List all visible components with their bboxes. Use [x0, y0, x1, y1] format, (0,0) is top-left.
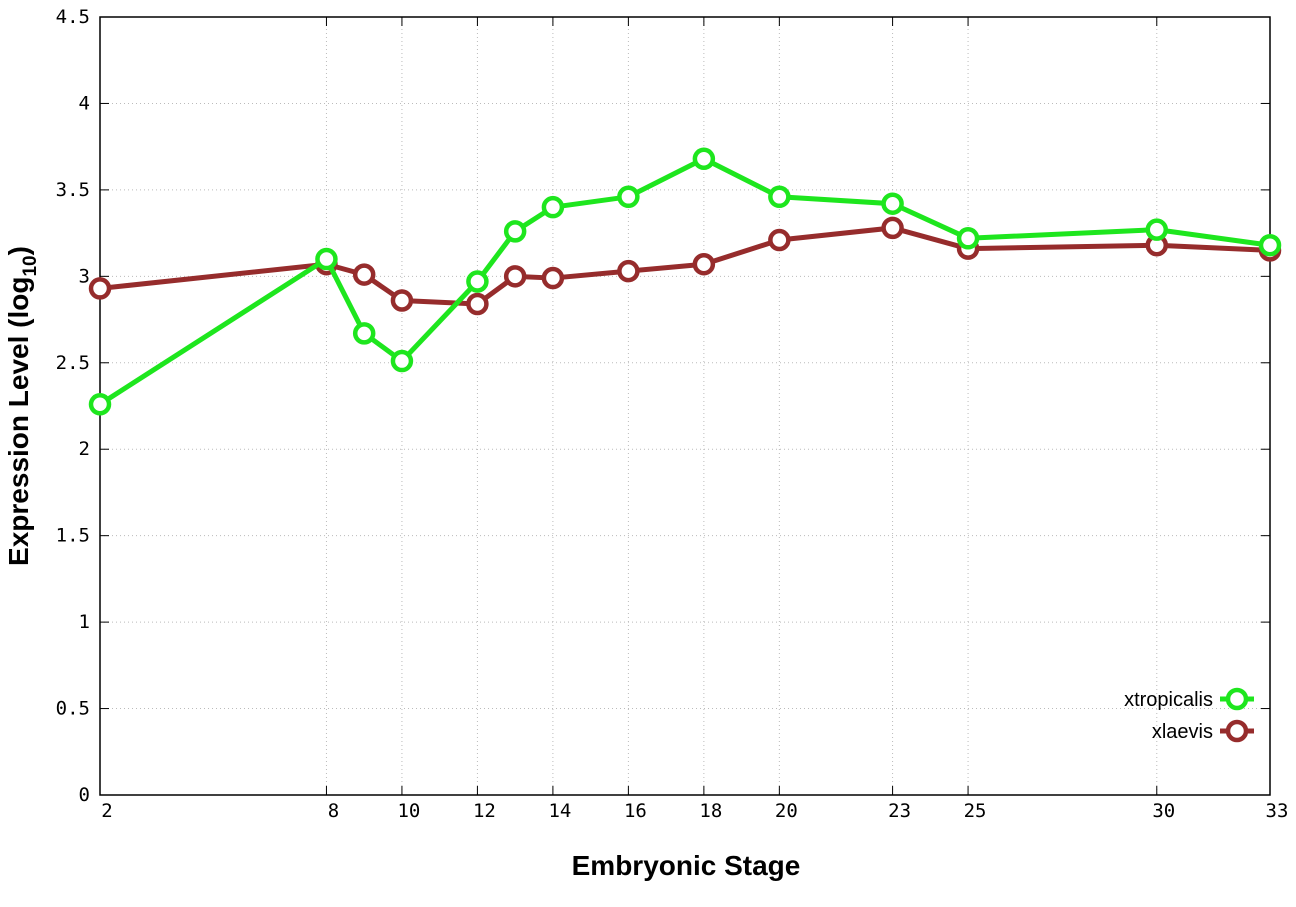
data-point-xlaevis — [503, 265, 527, 288]
data-point-xtropicalis — [503, 220, 527, 243]
x-tick-label: 16 — [624, 800, 647, 822]
y-axis-title-subscript: 10 — [20, 255, 41, 276]
x-axis-title: Embryonic Stage — [572, 850, 801, 881]
axis-ticks: 2 8 10 12 14 16 18 20 23 25 30 33 0 0.5 1 1.5 2 2.5 3 3.5 4 4… — [56, 6, 1289, 822]
data-point-xtropicalis — [881, 192, 904, 215]
grid — [100, 17, 1270, 795]
data-point-xtropicalis — [315, 247, 338, 271]
data-point-xlaevis — [352, 263, 376, 286]
data-point-xtropicalis — [541, 195, 565, 219]
x-tick-label: 23 — [888, 800, 911, 822]
data-point-xtropicalis — [768, 185, 791, 209]
data-point-xtropicalis — [88, 393, 112, 416]
y-axis-title: Expression Level (log10) — [3, 246, 41, 566]
data-point-xlaevis — [692, 252, 716, 276]
data-point-xtropicalis — [1258, 233, 1282, 257]
x-tick-label: 14 — [548, 800, 571, 822]
data-point-xtropicalis — [1145, 218, 1169, 241]
x-tick-label: 33 — [1266, 800, 1289, 822]
data-point-xlaevis — [768, 228, 791, 252]
series-layer — [88, 147, 1282, 416]
y-tick-label: 3.5 — [56, 179, 90, 201]
y-tick-label: 0 — [79, 784, 90, 806]
x-tick-label: 2 — [101, 800, 112, 822]
series-xtropicalis — [88, 147, 1282, 416]
data-point-xtropicalis — [956, 227, 980, 250]
plot-frame — [99, 16, 1271, 796]
y-tick-label: 0.5 — [56, 698, 90, 720]
x-tick-label: 30 — [1152, 800, 1175, 822]
y-tick-label: 2 — [79, 438, 90, 460]
y-tick-label: 4.5 — [56, 6, 90, 28]
data-point-xtropicalis — [352, 322, 376, 345]
data-point-xtropicalis — [617, 185, 640, 209]
x-tick-label: 25 — [964, 800, 987, 822]
data-point-xlaevis — [617, 259, 640, 283]
x-tick-label: 12 — [473, 800, 496, 822]
data-point-xlaevis — [881, 216, 904, 240]
data-point-xlaevis — [466, 292, 489, 316]
data-point-xlaevis — [390, 289, 414, 312]
legend-label-xtropicalis: xtropicalis — [1124, 689, 1213, 711]
y-tick-label: 3 — [79, 265, 90, 287]
legend-label-xlaevis: xlaevis — [1152, 721, 1213, 743]
data-point-xlaevis — [88, 277, 112, 300]
y-tick-label: 4 — [79, 92, 90, 114]
data-point-xtropicalis — [390, 349, 414, 373]
x-tick-label: 8 — [328, 800, 339, 822]
legend: xtropicalis xlaevis — [1124, 687, 1254, 743]
data-point-xtropicalis — [466, 270, 489, 293]
x-tick-label: 20 — [775, 800, 798, 822]
legend-swatch-marker-xtropicalis — [1225, 687, 1249, 711]
y-tick-label: 2.5 — [56, 352, 90, 374]
x-tick-label: 18 — [699, 800, 722, 822]
y-axis-title-close: ) — [3, 246, 34, 255]
y-tick-label: 1.5 — [56, 525, 90, 547]
data-point-xlaevis — [541, 266, 565, 290]
legend-swatch-marker-xlaevis — [1225, 719, 1249, 743]
data-point-xtropicalis — [692, 147, 716, 171]
y-axis-title-main: Expression Level (log — [3, 277, 34, 566]
y-tick-label: 1 — [79, 611, 90, 633]
x-tick-label: 10 — [397, 800, 420, 822]
series-line-xtropicalis — [98, 156, 1271, 407]
